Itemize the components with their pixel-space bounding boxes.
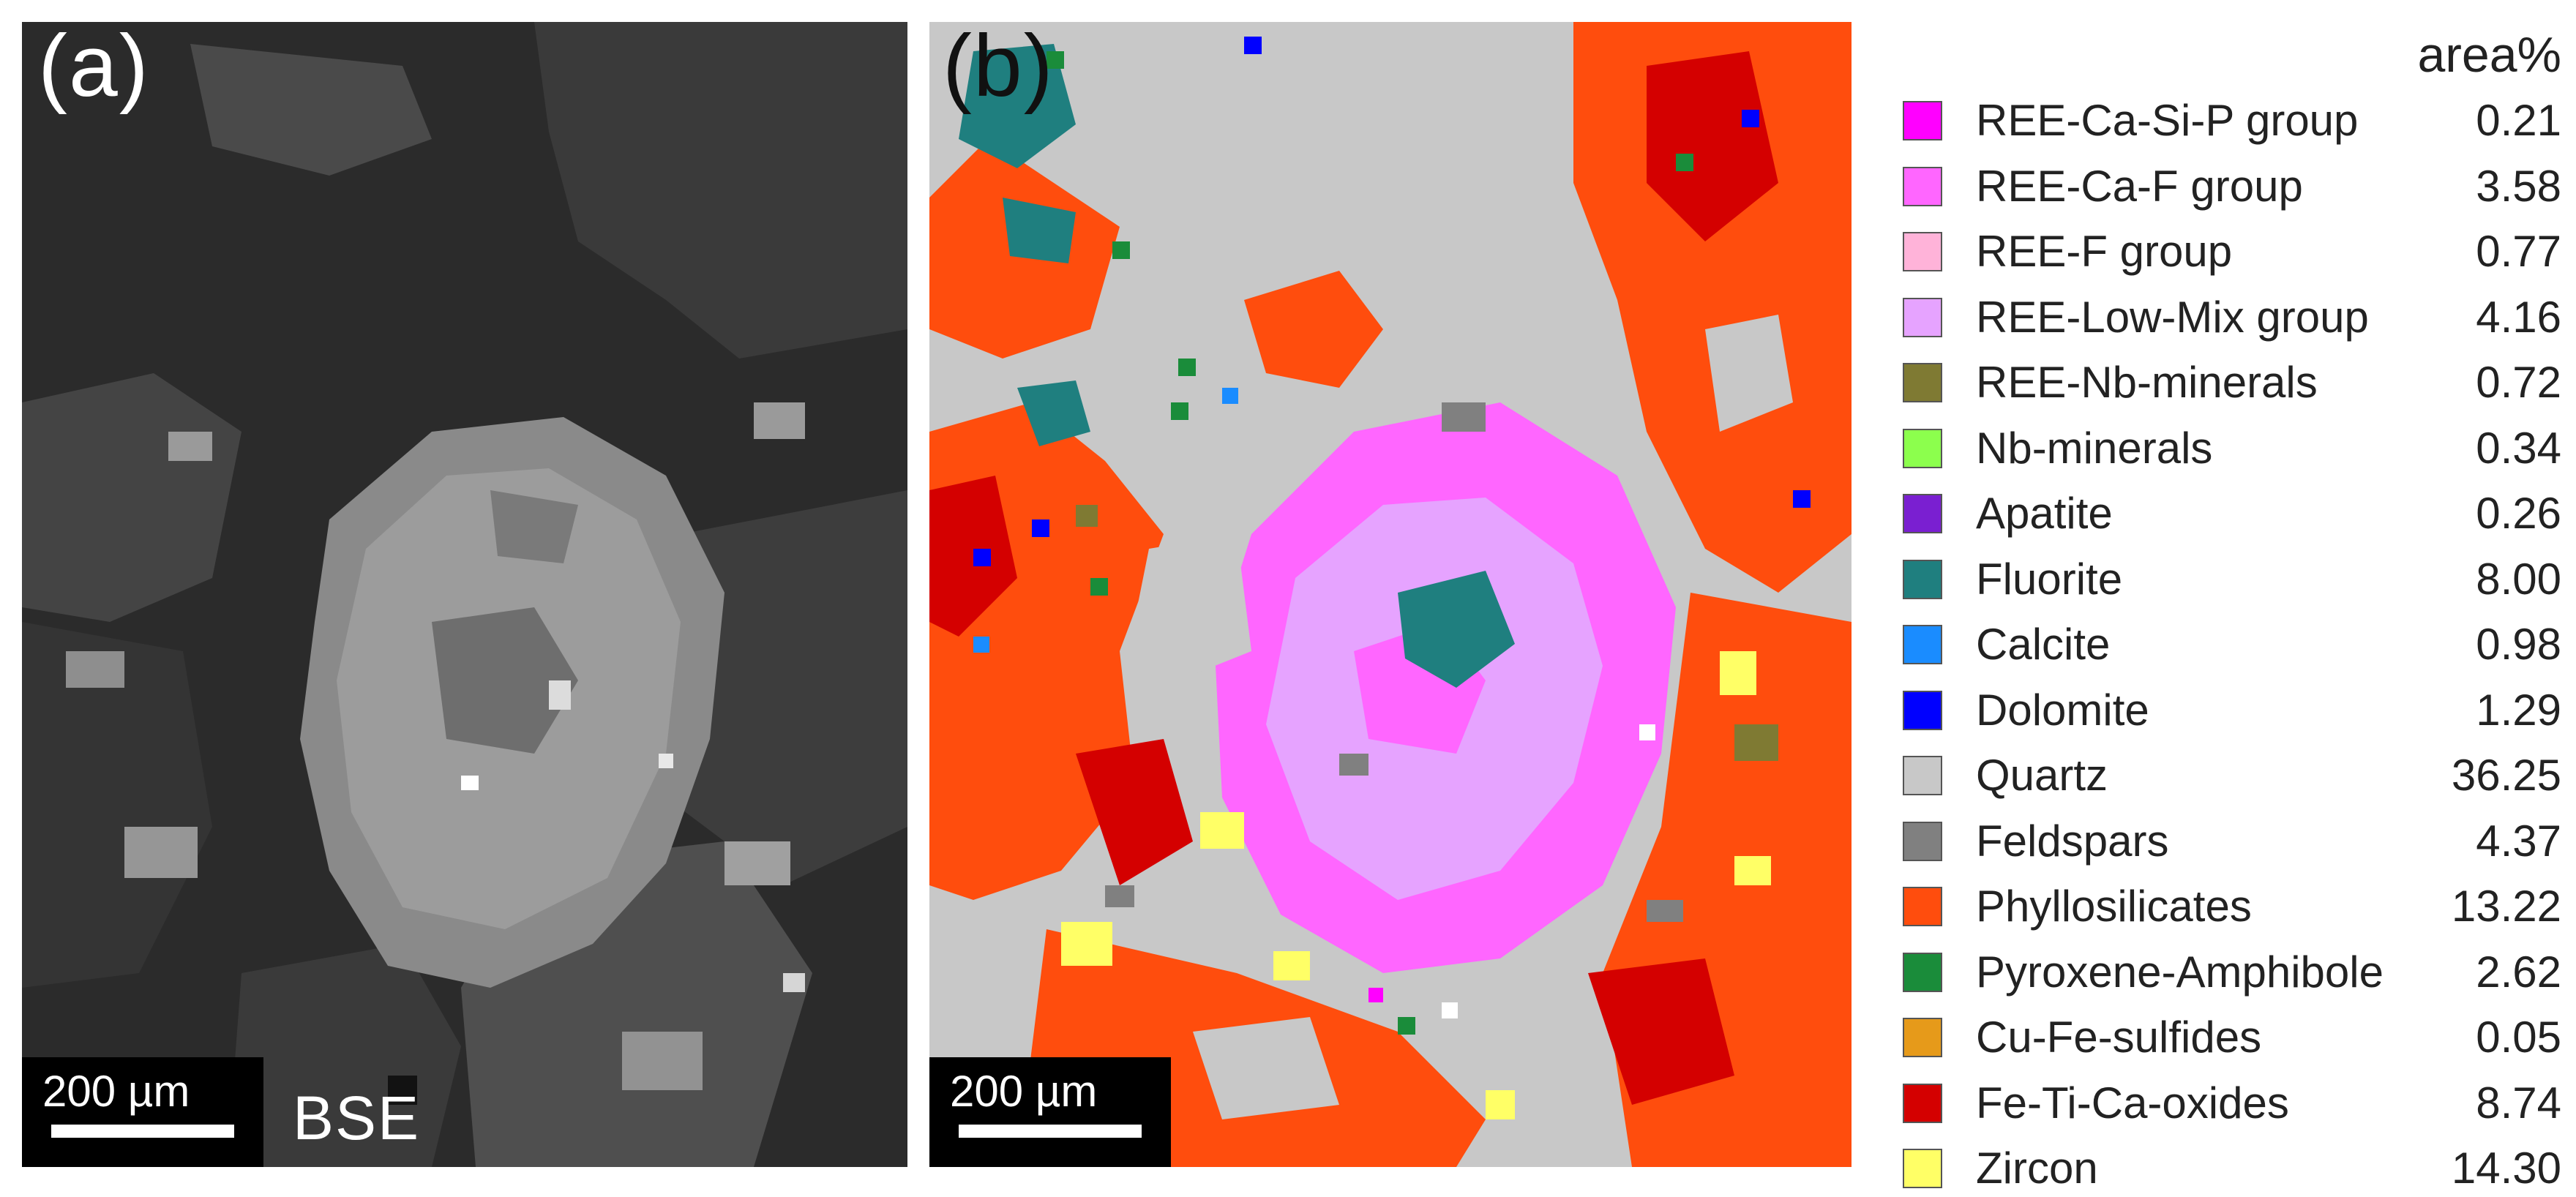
legend-item-name: REE-Low-Mix group	[1976, 292, 2369, 342]
legend-item: Phyllosilicates 13.22	[1903, 878, 2561, 935]
legend-item-name: Apatite	[1976, 489, 2113, 538]
legend-item-name: REE-Ca-F group	[1976, 161, 2303, 211]
legend-swatch	[1903, 297, 1942, 337]
mineral-map	[929, 22, 1852, 1167]
legend-item-name: Cu-Fe-sulfides	[1976, 1013, 2262, 1062]
legend-item-name: REE-Nb-minerals	[1976, 358, 2318, 407]
legend-item-value: 0.34	[2476, 423, 2561, 473]
legend-item: Fluorite 8.00	[1903, 551, 2561, 608]
legend-swatch	[1903, 821, 1942, 861]
legend-item-value: 4.16	[2476, 292, 2561, 342]
mineral-map-panel: (b) 200 µm	[929, 22, 1852, 1167]
legend-item: Pyroxene-Amphibole 2.62	[1903, 944, 2561, 1001]
legend-swatch	[1903, 625, 1942, 664]
legend-item-value: 8.00	[2476, 554, 2561, 604]
legend-item-name: Phyllosilicates	[1976, 882, 2252, 931]
legend-item: Quartz 36.25	[1903, 747, 2561, 804]
legend-item-name: Fluorite	[1976, 554, 2123, 604]
legend-item-value: 0.21	[2476, 96, 2561, 145]
legend-item: Nb-minerals 0.34	[1903, 420, 2561, 477]
legend-item-name: Fe-Ti-Ca-oxides	[1976, 1078, 2289, 1127]
legend-item-value: 14.30	[2451, 1144, 2561, 1193]
legend-swatch	[1903, 494, 1942, 533]
legend-item-value: 0.77	[2476, 227, 2561, 276]
legend-item: Calcite 0.98	[1903, 616, 2561, 673]
legend-item-value: 1.29	[2476, 685, 2561, 735]
legend-swatch	[1903, 101, 1942, 140]
legend-item: Feldspars 4.37	[1903, 813, 2561, 870]
legend-item-value: 2.62	[2476, 947, 2561, 997]
legend-item: REE-Low-Mix group 4.16	[1903, 289, 2561, 346]
bse-image-panel: (a) 200 µm BSE	[22, 22, 907, 1167]
legend-item: REE-Nb-minerals 0.72	[1903, 354, 2561, 411]
legend-item-value: 0.98	[2476, 620, 2561, 669]
legend-swatch	[1903, 1149, 1942, 1188]
legend-swatch	[1903, 166, 1942, 206]
legend-item-value: 0.72	[2476, 358, 2561, 407]
legend-item-value: 36.25	[2451, 751, 2561, 800]
legend-item-name: Pyroxene-Amphibole	[1976, 947, 2384, 997]
legend-item-value: 3.58	[2476, 161, 2561, 211]
panel-a-label: (a)	[38, 22, 150, 115]
legend-item-name: Nb-minerals	[1976, 423, 2213, 473]
mineral-legend: area% REE-Ca-Si-P group 0.21 REE-Ca-F grou…	[1888, 0, 2561, 1193]
legend-swatch	[1903, 559, 1942, 599]
scale-bar-b: 200 µm	[929, 1057, 1171, 1167]
scale-bar-a: 200 µm	[22, 1057, 263, 1167]
legend-item-value: 0.05	[2476, 1013, 2561, 1062]
legend-swatch	[1903, 428, 1942, 468]
legend-item: Zircon 14.30	[1903, 1140, 2561, 1197]
legend-item: Apatite 0.26	[1903, 485, 2561, 542]
legend-item-name: Feldspars	[1976, 816, 2169, 866]
legend-header: area%	[2417, 27, 2561, 83]
legend-item: Fe-Ti-Ca-oxides 8.74	[1903, 1075, 2561, 1132]
bse-mode-label: BSE	[293, 1084, 421, 1152]
scale-bar-b-text: 200 µm	[950, 1067, 1098, 1116]
legend-swatch	[1903, 756, 1942, 795]
legend-item-value: 0.26	[2476, 489, 2561, 538]
legend-item: REE-F group 0.77	[1903, 223, 2561, 280]
legend-item-value: 8.74	[2476, 1078, 2561, 1127]
legend-item-name: Dolomite	[1976, 685, 2149, 735]
legend-item-name: REE-Ca-Si-P group	[1976, 96, 2359, 145]
legend-swatch	[1903, 1018, 1942, 1057]
legend-item-name: Zircon	[1976, 1144, 2098, 1193]
legend-item-value: 13.22	[2451, 882, 2561, 931]
legend-item-value: 4.37	[2476, 816, 2561, 866]
legend-swatch	[1903, 887, 1942, 926]
legend-swatch	[1903, 363, 1942, 402]
bse-image	[22, 22, 907, 1167]
legend-item: REE-Ca-F group 3.58	[1903, 158, 2561, 215]
legend-item: Dolomite 1.29	[1903, 682, 2561, 739]
scale-bar-a-line	[51, 1125, 234, 1138]
scale-bar-a-text: 200 µm	[42, 1067, 190, 1116]
legend-item-name: REE-F group	[1976, 227, 2233, 276]
legend-item-name: Calcite	[1976, 620, 2111, 669]
legend-swatch	[1903, 690, 1942, 730]
legend-item: REE-Ca-Si-P group 0.21	[1903, 92, 2561, 149]
scale-bar-b-line	[959, 1125, 1142, 1138]
legend-item-name: Quartz	[1976, 751, 2108, 800]
legend-swatch	[1903, 1083, 1942, 1123]
legend-swatch	[1903, 232, 1942, 271]
legend-swatch	[1903, 952, 1942, 992]
panel-b-label: (b)	[943, 22, 1055, 115]
legend-item: Cu-Fe-sulfides 0.05	[1903, 1009, 2561, 1066]
